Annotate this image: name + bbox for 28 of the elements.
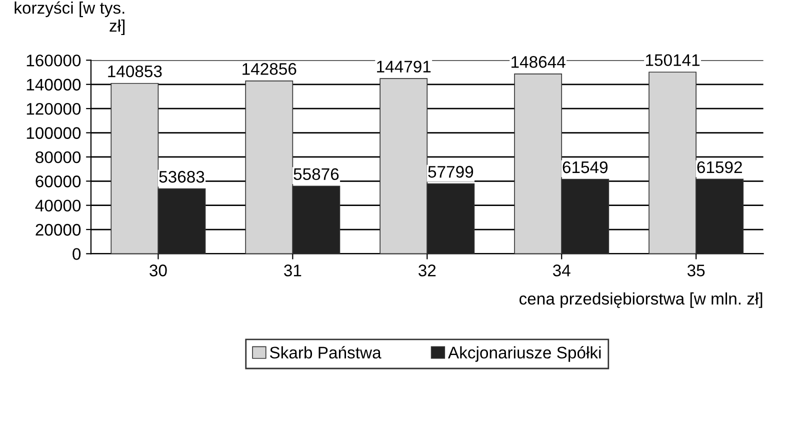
data-label: 140853 bbox=[108, 65, 162, 78]
y-tick-label: 80000 bbox=[36, 151, 81, 164]
data-label: 148644 bbox=[512, 56, 566, 68]
legend-label: Skarb Państwa bbox=[270, 346, 382, 359]
y-tick-label: 0 bbox=[72, 248, 81, 260]
y-tick-label: 40000 bbox=[35, 200, 81, 212]
y-tick-label: 120000 bbox=[26, 102, 81, 115]
x-tick-label: 32 bbox=[418, 264, 436, 276]
y-axis-title: korzyści [w tys. zł] bbox=[14, 1, 124, 36]
y-tick-label: 140000 bbox=[26, 78, 81, 91]
data-label: 53683 bbox=[159, 170, 204, 183]
y-tick-label: 60000 bbox=[36, 176, 81, 188]
data-label: 61592 bbox=[697, 161, 742, 174]
x-tick-label: 30 bbox=[150, 264, 167, 276]
y-tick-label: 160000 bbox=[26, 54, 81, 66]
x-axis-title: cena przedsiębiorstwa [w mln. zł] bbox=[519, 292, 762, 308]
x-tick-label: 35 bbox=[687, 264, 705, 276]
data-label: 144791 bbox=[377, 60, 431, 73]
y-tick-label: 100000 bbox=[26, 127, 81, 139]
legend-label: Akcjonariusze Spółki bbox=[448, 346, 601, 362]
y-tick-label: 20000 bbox=[36, 224, 81, 236]
x-tick-label: 34 bbox=[552, 264, 570, 276]
data-label: 142856 bbox=[242, 63, 296, 75]
x-tick-label: 31 bbox=[284, 264, 302, 276]
data-label: 57799 bbox=[428, 166, 474, 178]
data-label: 55876 bbox=[294, 168, 339, 180]
data-label: 150141 bbox=[646, 54, 700, 66]
data-label: 61549 bbox=[562, 161, 608, 174]
